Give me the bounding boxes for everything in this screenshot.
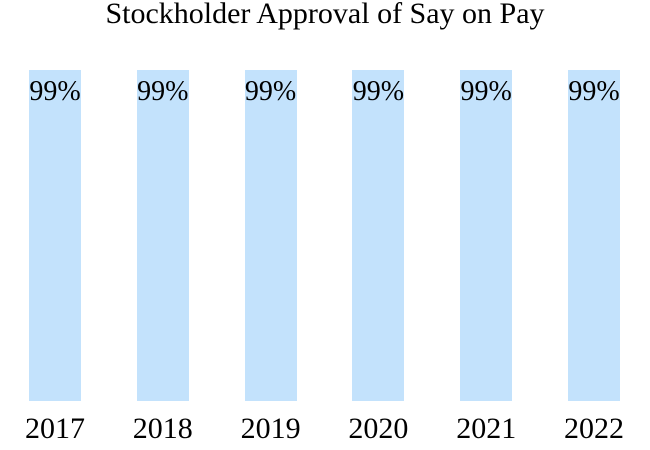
plot-area: 99% 99% 99% 99% 99% 99%: [29, 67, 620, 401]
bar-value-label-2021: 99%: [460, 76, 512, 108]
x-tick-2017: 2017: [25, 412, 85, 445]
x-tick-2019: 2019: [240, 412, 301, 445]
bar-2017: 99%: [29, 70, 81, 401]
bar-value-label-2019: 99%: [244, 76, 297, 108]
bar-2021: 99%: [460, 70, 513, 401]
x-axis-labels: 2017 2018 2019 2020 2021 2022: [25, 412, 624, 445]
x-tick-2018: 2018: [132, 412, 193, 445]
bar-2020: 99%: [352, 70, 405, 401]
x-tick-2022: 2022: [563, 412, 624, 445]
bar-value-label-2020: 99%: [352, 76, 405, 108]
x-tick-2021: 2021: [456, 412, 517, 445]
x-tick-2020: 2020: [348, 412, 409, 445]
bar-value-label-2017: 99%: [29, 76, 81, 108]
bar-value-label-2022: 99%: [568, 76, 620, 108]
chart-title: Stockholder Approval of Say on Pay: [105, 0, 545, 30]
bar-2018: 99%: [136, 70, 189, 401]
bar-2022: 99%: [567, 70, 620, 401]
bar-2019: 99%: [244, 70, 297, 401]
bar-value-label-2018: 99%: [137, 76, 189, 108]
